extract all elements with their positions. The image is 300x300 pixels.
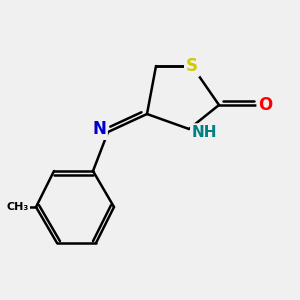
Text: O: O [258, 96, 273, 114]
Text: NH: NH [191, 124, 217, 140]
Text: CH₃: CH₃ [7, 202, 29, 212]
Text: N: N [92, 120, 106, 138]
Text: S: S [186, 57, 198, 75]
